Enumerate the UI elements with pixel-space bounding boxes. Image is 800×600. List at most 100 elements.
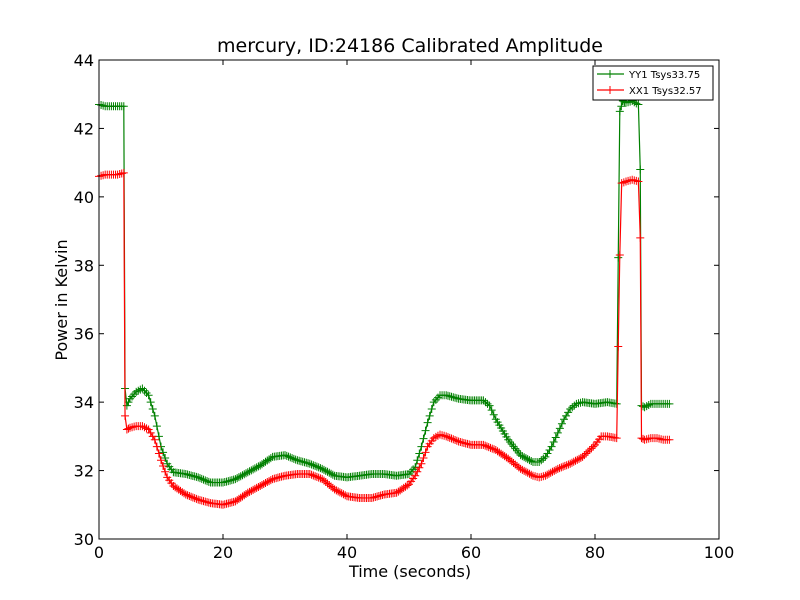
data-point (484, 443, 493, 452)
data-point (572, 399, 581, 408)
data-point (636, 165, 645, 174)
data-point (309, 461, 318, 470)
data-point (201, 476, 210, 485)
data-point (314, 463, 323, 472)
data-point (311, 461, 320, 470)
data-point (537, 472, 546, 481)
data-point (550, 466, 559, 475)
data-point (119, 168, 128, 177)
data-point (307, 470, 316, 479)
data-point (245, 487, 254, 496)
data-point (144, 425, 153, 434)
data-point (411, 471, 420, 480)
y-tick-label: 30 (74, 530, 94, 549)
data-point (194, 473, 203, 482)
data-point (117, 169, 126, 178)
data-point (657, 435, 666, 444)
data-point (415, 449, 424, 458)
data-point (481, 398, 490, 407)
data-point (449, 435, 458, 444)
data-point (557, 419, 566, 428)
data-point (185, 491, 194, 500)
data-point (535, 473, 544, 482)
data-point (150, 435, 159, 444)
x-tick-label: 0 (94, 543, 104, 562)
legend: YY1 Tsys33.75 XX1 Tsys32.57 (592, 65, 714, 101)
data-point (516, 451, 525, 460)
data-point (332, 486, 341, 495)
data-point (161, 467, 170, 476)
data-point (615, 107, 624, 116)
data-point (525, 456, 534, 465)
data-point (305, 459, 314, 468)
data-point (188, 493, 197, 502)
legend-marker-0 (606, 70, 614, 78)
data-point (238, 471, 247, 480)
data-point (309, 471, 318, 480)
data-point (488, 444, 497, 453)
data-point (634, 100, 643, 109)
x-axis-label: Time (seconds) (348, 562, 471, 581)
data-point (249, 485, 258, 494)
data-point (327, 469, 336, 478)
data-point (161, 454, 170, 463)
data-point (615, 251, 624, 260)
data-point (589, 442, 598, 451)
data-point (403, 481, 412, 490)
legend-marker-1 (606, 86, 614, 94)
data-point (282, 451, 291, 460)
legend-frame (592, 65, 714, 101)
data-point (122, 401, 131, 410)
data-point (252, 483, 261, 492)
data-point (124, 424, 133, 433)
data-point (520, 453, 529, 462)
data-point (541, 471, 550, 480)
data-point (425, 411, 434, 420)
data-point (180, 489, 189, 498)
data-point (119, 102, 128, 111)
data-point (97, 171, 106, 180)
series-line-1 (98, 172, 670, 506)
data-point (520, 466, 529, 475)
data-point (341, 491, 350, 500)
data-point (236, 472, 245, 481)
data-point (485, 401, 494, 410)
data-point (245, 467, 254, 476)
data-point (642, 402, 651, 411)
data-point (243, 468, 252, 477)
data-point (539, 454, 548, 463)
data-point (242, 469, 251, 478)
data-point (640, 435, 649, 444)
data-point (527, 457, 536, 466)
data-point (521, 454, 530, 463)
data-point (199, 475, 208, 484)
x-tick-label: 100 (704, 543, 735, 562)
data-point (312, 462, 321, 471)
data-point (617, 102, 626, 111)
chart-title: mercury, ID:24186 Calibrated Amplitude (217, 35, 603, 57)
data-point (266, 454, 275, 463)
data-point (644, 400, 653, 409)
data-point (557, 463, 566, 472)
data-point (516, 464, 525, 473)
data-point (445, 433, 454, 442)
data-point (140, 423, 149, 432)
data-point (479, 440, 488, 449)
data-point (555, 464, 564, 473)
data-point (284, 452, 293, 461)
data-point (421, 448, 430, 457)
data-point (560, 415, 568, 424)
x-tick-label: 40 (337, 543, 357, 562)
data-point (157, 456, 165, 465)
data-point (555, 424, 564, 433)
data-point (489, 410, 498, 419)
x-tick-label: 60 (461, 543, 481, 562)
data-point (630, 176, 639, 185)
data-point (427, 404, 436, 413)
data-point (183, 491, 192, 500)
data-point (250, 484, 259, 493)
legend-label-1: XX1 Tsys32.57 (629, 86, 702, 97)
data-point (487, 406, 496, 415)
x-tick-label: 80 (585, 543, 605, 562)
